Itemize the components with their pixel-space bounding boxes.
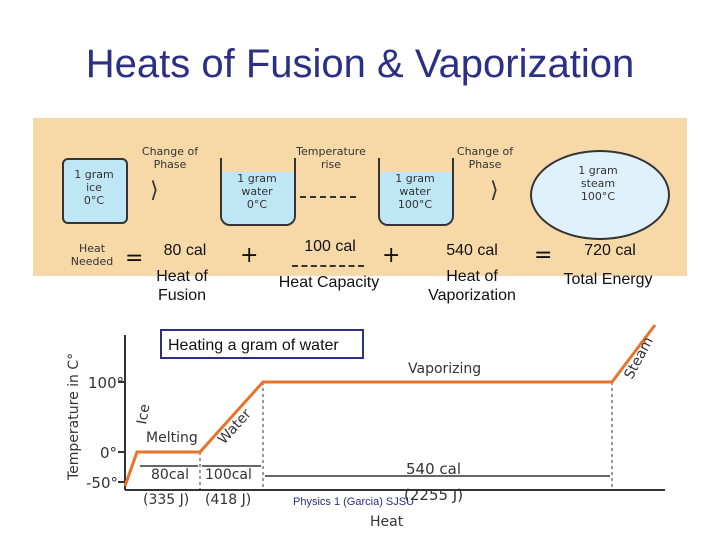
heat-needed-label: Heat Needed xyxy=(70,242,114,268)
capacity-label: Heat Capacity xyxy=(278,274,380,291)
graph-caption: Heating a gram of water xyxy=(160,329,364,359)
ice-label: Ice xyxy=(134,403,153,426)
plus-sign-1: + xyxy=(240,243,259,268)
equals-sign: = xyxy=(125,246,144,271)
tick-label-100: 100° xyxy=(88,374,124,392)
beaker-water-0-label: 1 gram water 0°C xyxy=(237,172,277,211)
segment-540-label: 540 cal xyxy=(406,460,461,478)
vaporizing-label: Vaporizing xyxy=(408,361,481,377)
joules-335-label: (335 J) xyxy=(143,492,189,508)
steam-cloud-icon xyxy=(530,150,670,240)
beaker-water-100-label: 1 gram water 100°C xyxy=(395,172,435,211)
ice-cube-icon xyxy=(62,158,128,224)
vaporization-value: 540 cal xyxy=(446,242,498,259)
beaker-water-100-icon xyxy=(378,158,454,226)
slide-title: Heats of Fusion & Vaporization xyxy=(85,42,635,86)
fusion-label: Heat of Fusion xyxy=(156,268,208,304)
tick-label-0: 0° xyxy=(100,444,117,462)
tick-label-minus-50: -50° xyxy=(86,474,118,492)
steam-label: Steam xyxy=(621,334,656,381)
arrow-right-icon: ⟩ xyxy=(490,178,499,203)
arrow-right-icon: ⟩ xyxy=(150,178,159,203)
segment-100-label: 100cal xyxy=(205,467,252,483)
footer-credit: Physics 1 (Garcia) SJSU xyxy=(293,496,415,508)
total-value: 720 cal xyxy=(584,242,636,259)
joules-418-label: (418 J) xyxy=(205,492,251,508)
temperature-rise-label: Temperature rise xyxy=(296,145,366,171)
change-of-phase-label-2: Change of Phase xyxy=(456,145,514,171)
melting-label: Melting xyxy=(146,430,198,446)
steam-cloud-label: 1 gram steam 100°C xyxy=(578,164,618,203)
change-of-phase-label-1: Change of Phase xyxy=(141,145,199,171)
x-axis-label: Heat xyxy=(370,514,404,530)
y-axis-label: Temperature in C° xyxy=(66,353,82,481)
equals-sign-2: = xyxy=(534,243,553,268)
dashed-line xyxy=(292,265,364,267)
joules-2255-label: (2255 J) xyxy=(404,486,463,504)
heating-curve xyxy=(123,324,657,487)
beaker-water-0-icon xyxy=(220,158,296,226)
total-label: Total Energy xyxy=(563,271,653,288)
fusion-value: 80 cal xyxy=(163,242,207,259)
capacity-value: 100 cal xyxy=(304,238,356,255)
plus-sign-2: + xyxy=(382,243,401,268)
dashed-arrow xyxy=(300,196,356,198)
vaporization-label: Heat of Vaporization xyxy=(428,268,516,304)
ice-cube-label: 1 gram ice 0°C xyxy=(74,168,114,207)
segment-80-label: 80cal xyxy=(151,467,189,483)
